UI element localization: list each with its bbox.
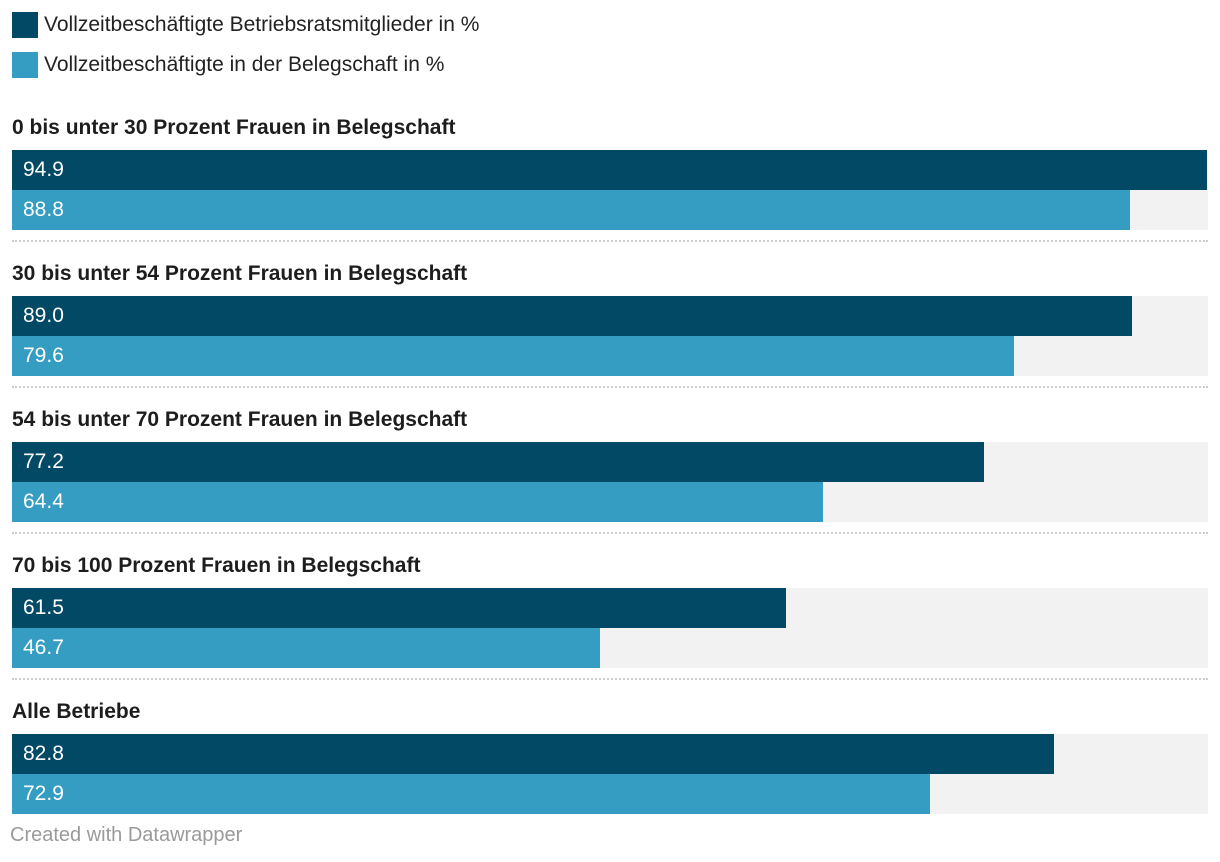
legend-item-series-1: Vollzeitbeschäftigte Betriebsratsmitglie… (12, 10, 479, 40)
bar-track: 64.4 (12, 482, 1208, 522)
chart-legend: Vollzeitbeschäftigte Betriebsratsmitglie… (12, 10, 479, 90)
bar-value-label: 82.8 (23, 742, 64, 765)
bar-track: 72.9 (12, 774, 1208, 814)
bar-value-label: 89.0 (23, 304, 64, 327)
bar-track: 46.7 (12, 628, 1208, 668)
bar-value-label: 61.5 (23, 596, 64, 619)
bar-series-1 (12, 588, 786, 628)
bar-series-1 (12, 296, 1132, 336)
group-title: 30 bis unter 54 Prozent Frauen in Belegs… (12, 262, 468, 285)
bar-series-1 (12, 734, 1054, 774)
group-divider (12, 386, 1208, 388)
bar-track: 77.2 (12, 442, 1208, 482)
group-divider (12, 678, 1208, 680)
bar-value-label: 64.4 (23, 490, 64, 513)
group-title: 0 bis unter 30 Prozent Frauen in Belegsc… (12, 116, 456, 139)
bar-value-label: 79.6 (23, 344, 64, 367)
bar-track: 89.0 (12, 296, 1208, 336)
group-title: 70 bis 100 Prozent Frauen in Belegschaft (12, 554, 421, 577)
bar-value-label: 72.9 (23, 782, 64, 805)
bar-series-2 (12, 190, 1130, 230)
bar-group: 0 bis unter 30 Prozent Frauen in Belegsc… (12, 110, 1208, 242)
bar-value-label: 88.8 (23, 198, 64, 221)
bar-series-2 (12, 628, 600, 668)
group-title: 54 bis unter 70 Prozent Frauen in Belegs… (12, 408, 468, 431)
bar-group: 70 bis 100 Prozent Frauen in Belegschaft… (12, 548, 1208, 680)
bar-series-2 (12, 774, 930, 814)
bar-value-label: 94.9 (23, 158, 64, 181)
legend-label-series-2: Vollzeitbeschäftigte in der Belegschaft … (44, 53, 445, 76)
bar-group: 54 bis unter 70 Prozent Frauen in Belegs… (12, 402, 1208, 534)
legend-label-series-1: Vollzeitbeschäftigte Betriebsratsmitglie… (44, 13, 480, 36)
legend-item-series-2: Vollzeitbeschäftigte in der Belegschaft … (12, 50, 479, 80)
bar-series-1 (12, 150, 1207, 190)
bar-series-2 (12, 482, 823, 522)
bar-groups: 0 bis unter 30 Prozent Frauen in Belegsc… (12, 110, 1208, 814)
bar-group: Alle Betriebe 82.8 72.9 (12, 694, 1208, 814)
bar-value-label: 46.7 (23, 636, 64, 659)
bar-track: 61.5 (12, 588, 1208, 628)
bar-series-1 (12, 442, 984, 482)
bar-group: 30 bis unter 54 Prozent Frauen in Belegs… (12, 256, 1208, 388)
group-divider (12, 532, 1208, 534)
group-title: Alle Betriebe (12, 700, 141, 723)
footer-credit[interactable]: Created with Datawrapper (10, 824, 243, 846)
bar-track: 82.8 (12, 734, 1208, 774)
bar-track: 94.9 (12, 150, 1208, 190)
legend-swatch-series-2 (12, 52, 38, 78)
legend-swatch-series-1 (12, 12, 38, 38)
bar-series-2 (12, 336, 1014, 376)
bar-track: 88.8 (12, 190, 1208, 230)
bar-value-label: 77.2 (23, 450, 64, 473)
group-divider (12, 240, 1208, 242)
bar-track: 79.6 (12, 336, 1208, 376)
